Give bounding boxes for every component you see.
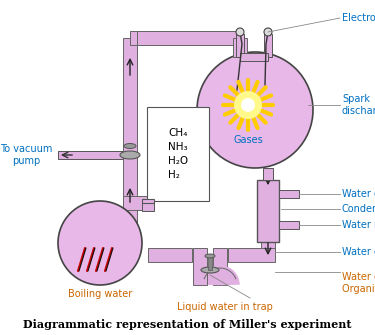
Bar — [193, 248, 207, 285]
Text: Liquid water in trap: Liquid water in trap — [177, 302, 273, 312]
Bar — [123, 196, 148, 210]
Circle shape — [236, 28, 244, 36]
Text: Gases: Gases — [233, 135, 263, 145]
Bar — [233, 38, 247, 57]
Ellipse shape — [201, 267, 219, 273]
Circle shape — [234, 91, 262, 119]
Text: Diagrammatic representation of Miller's experiment: Diagrammatic representation of Miller's … — [23, 319, 351, 330]
Text: Water in: Water in — [342, 220, 375, 230]
Bar — [257, 180, 279, 242]
Bar — [240, 53, 268, 61]
Bar — [279, 190, 299, 198]
Circle shape — [197, 52, 313, 168]
Bar — [261, 242, 275, 260]
Ellipse shape — [124, 143, 136, 148]
Text: Spark
discharge: Spark discharge — [342, 94, 375, 116]
Text: Water droplets: Water droplets — [342, 247, 375, 257]
Ellipse shape — [205, 254, 215, 258]
Bar — [236, 34, 244, 57]
Text: Condenser: Condenser — [342, 204, 375, 214]
Text: To vacuum
pump: To vacuum pump — [0, 144, 52, 166]
Circle shape — [264, 28, 272, 36]
Text: Water containing
Organic compounds: Water containing Organic compounds — [342, 272, 375, 293]
Bar — [137, 31, 240, 45]
Bar — [123, 38, 137, 255]
Bar — [228, 248, 275, 262]
Bar — [208, 256, 212, 270]
Text: Electrodes: Electrodes — [342, 13, 375, 23]
Bar — [213, 248, 227, 285]
Bar — [264, 34, 272, 57]
Bar — [58, 151, 123, 159]
Text: CH₄
NH₃
H₂O
H₂: CH₄ NH₃ H₂O H₂ — [168, 128, 188, 180]
Bar — [130, 31, 233, 45]
Bar — [148, 248, 192, 262]
Bar — [142, 199, 154, 203]
Circle shape — [58, 201, 142, 285]
Text: Boiling water: Boiling water — [68, 289, 132, 299]
Circle shape — [241, 98, 255, 112]
Bar — [263, 168, 273, 180]
Bar — [279, 221, 299, 229]
Text: Water out: Water out — [342, 189, 375, 199]
Bar — [142, 203, 154, 211]
Ellipse shape — [120, 151, 140, 159]
